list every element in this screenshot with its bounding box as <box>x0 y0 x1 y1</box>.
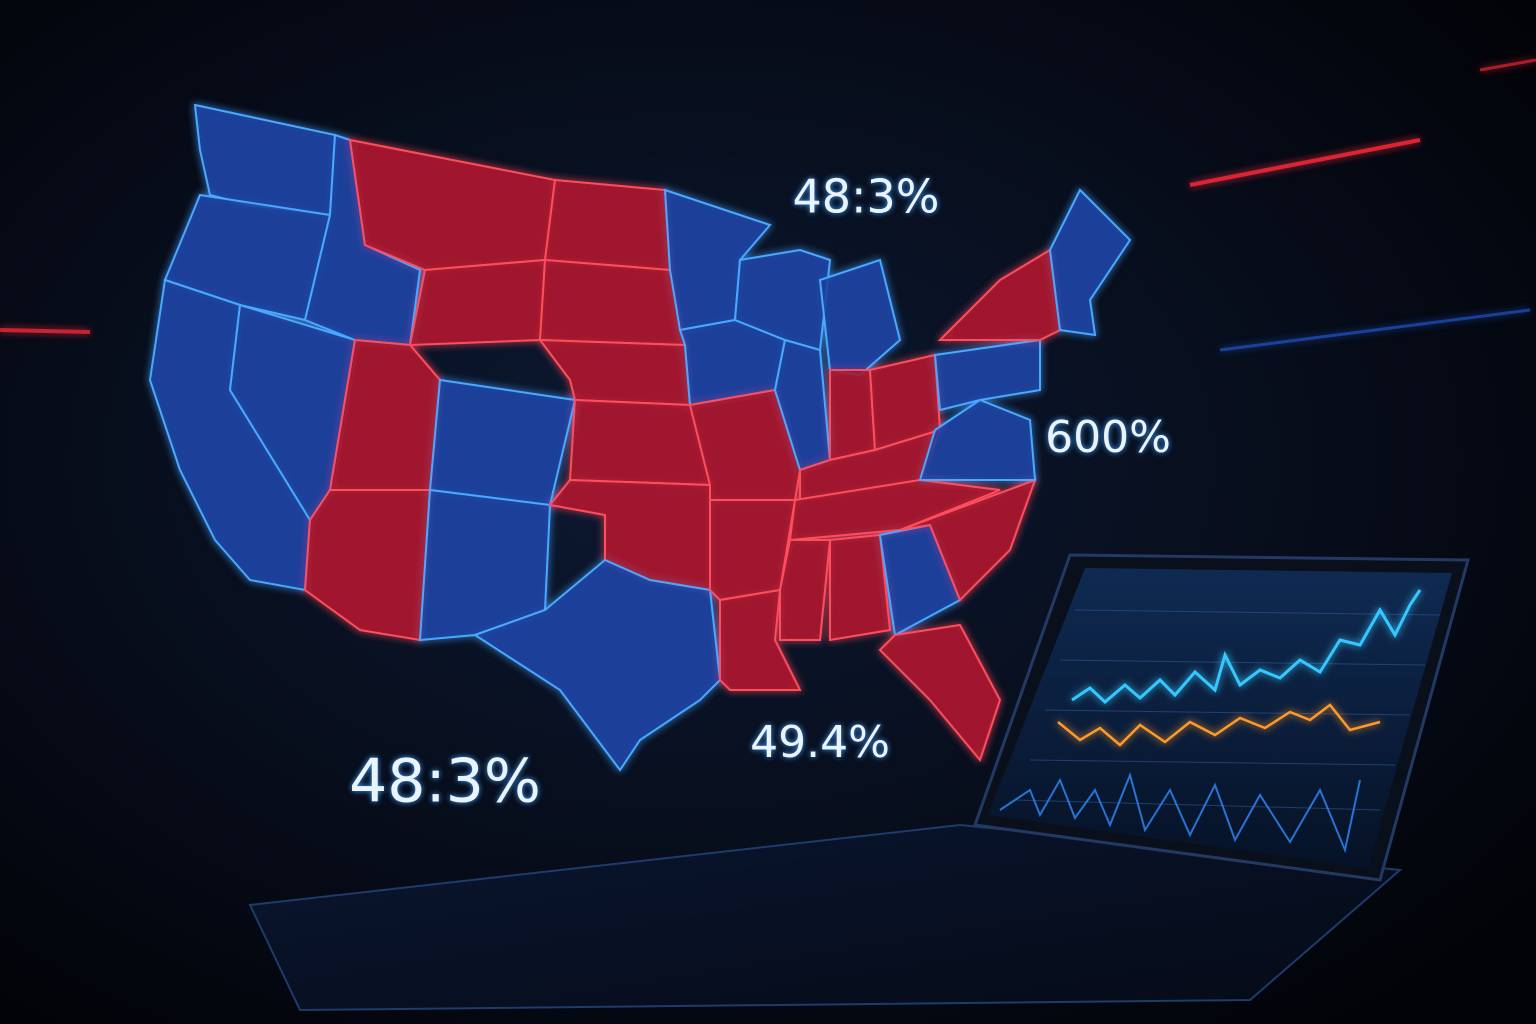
state-region <box>1048 188 1132 337</box>
percent-label: 600% <box>1045 412 1171 463</box>
state-region <box>543 178 672 272</box>
laptop <box>248 553 1470 1012</box>
state-region <box>818 258 902 377</box>
light-streaks <box>0 58 1536 352</box>
state-region <box>878 623 1002 763</box>
state-region <box>428 378 577 507</box>
percent-label: 49.4% <box>750 717 890 768</box>
state-region <box>788 478 1001 542</box>
us-map <box>148 103 1132 772</box>
screen-line-blue <box>1071 589 1422 705</box>
state-region <box>472 558 722 772</box>
state-region <box>408 258 547 347</box>
state-region <box>918 398 1037 481</box>
state-region <box>538 258 687 347</box>
state-region <box>899 478 1037 602</box>
percent-label: 48:3% <box>792 170 939 224</box>
state-region <box>568 398 712 487</box>
screen-line-orange <box>1057 703 1381 747</box>
state-region <box>779 539 832 641</box>
screen-bars <box>999 771 1361 854</box>
percent-label: 48:3% <box>349 747 541 817</box>
state-region <box>829 533 892 642</box>
state-region <box>829 369 877 462</box>
state-region <box>933 338 1041 412</box>
laptop-base <box>248 823 1403 1012</box>
laptop-screen <box>988 568 1452 868</box>
